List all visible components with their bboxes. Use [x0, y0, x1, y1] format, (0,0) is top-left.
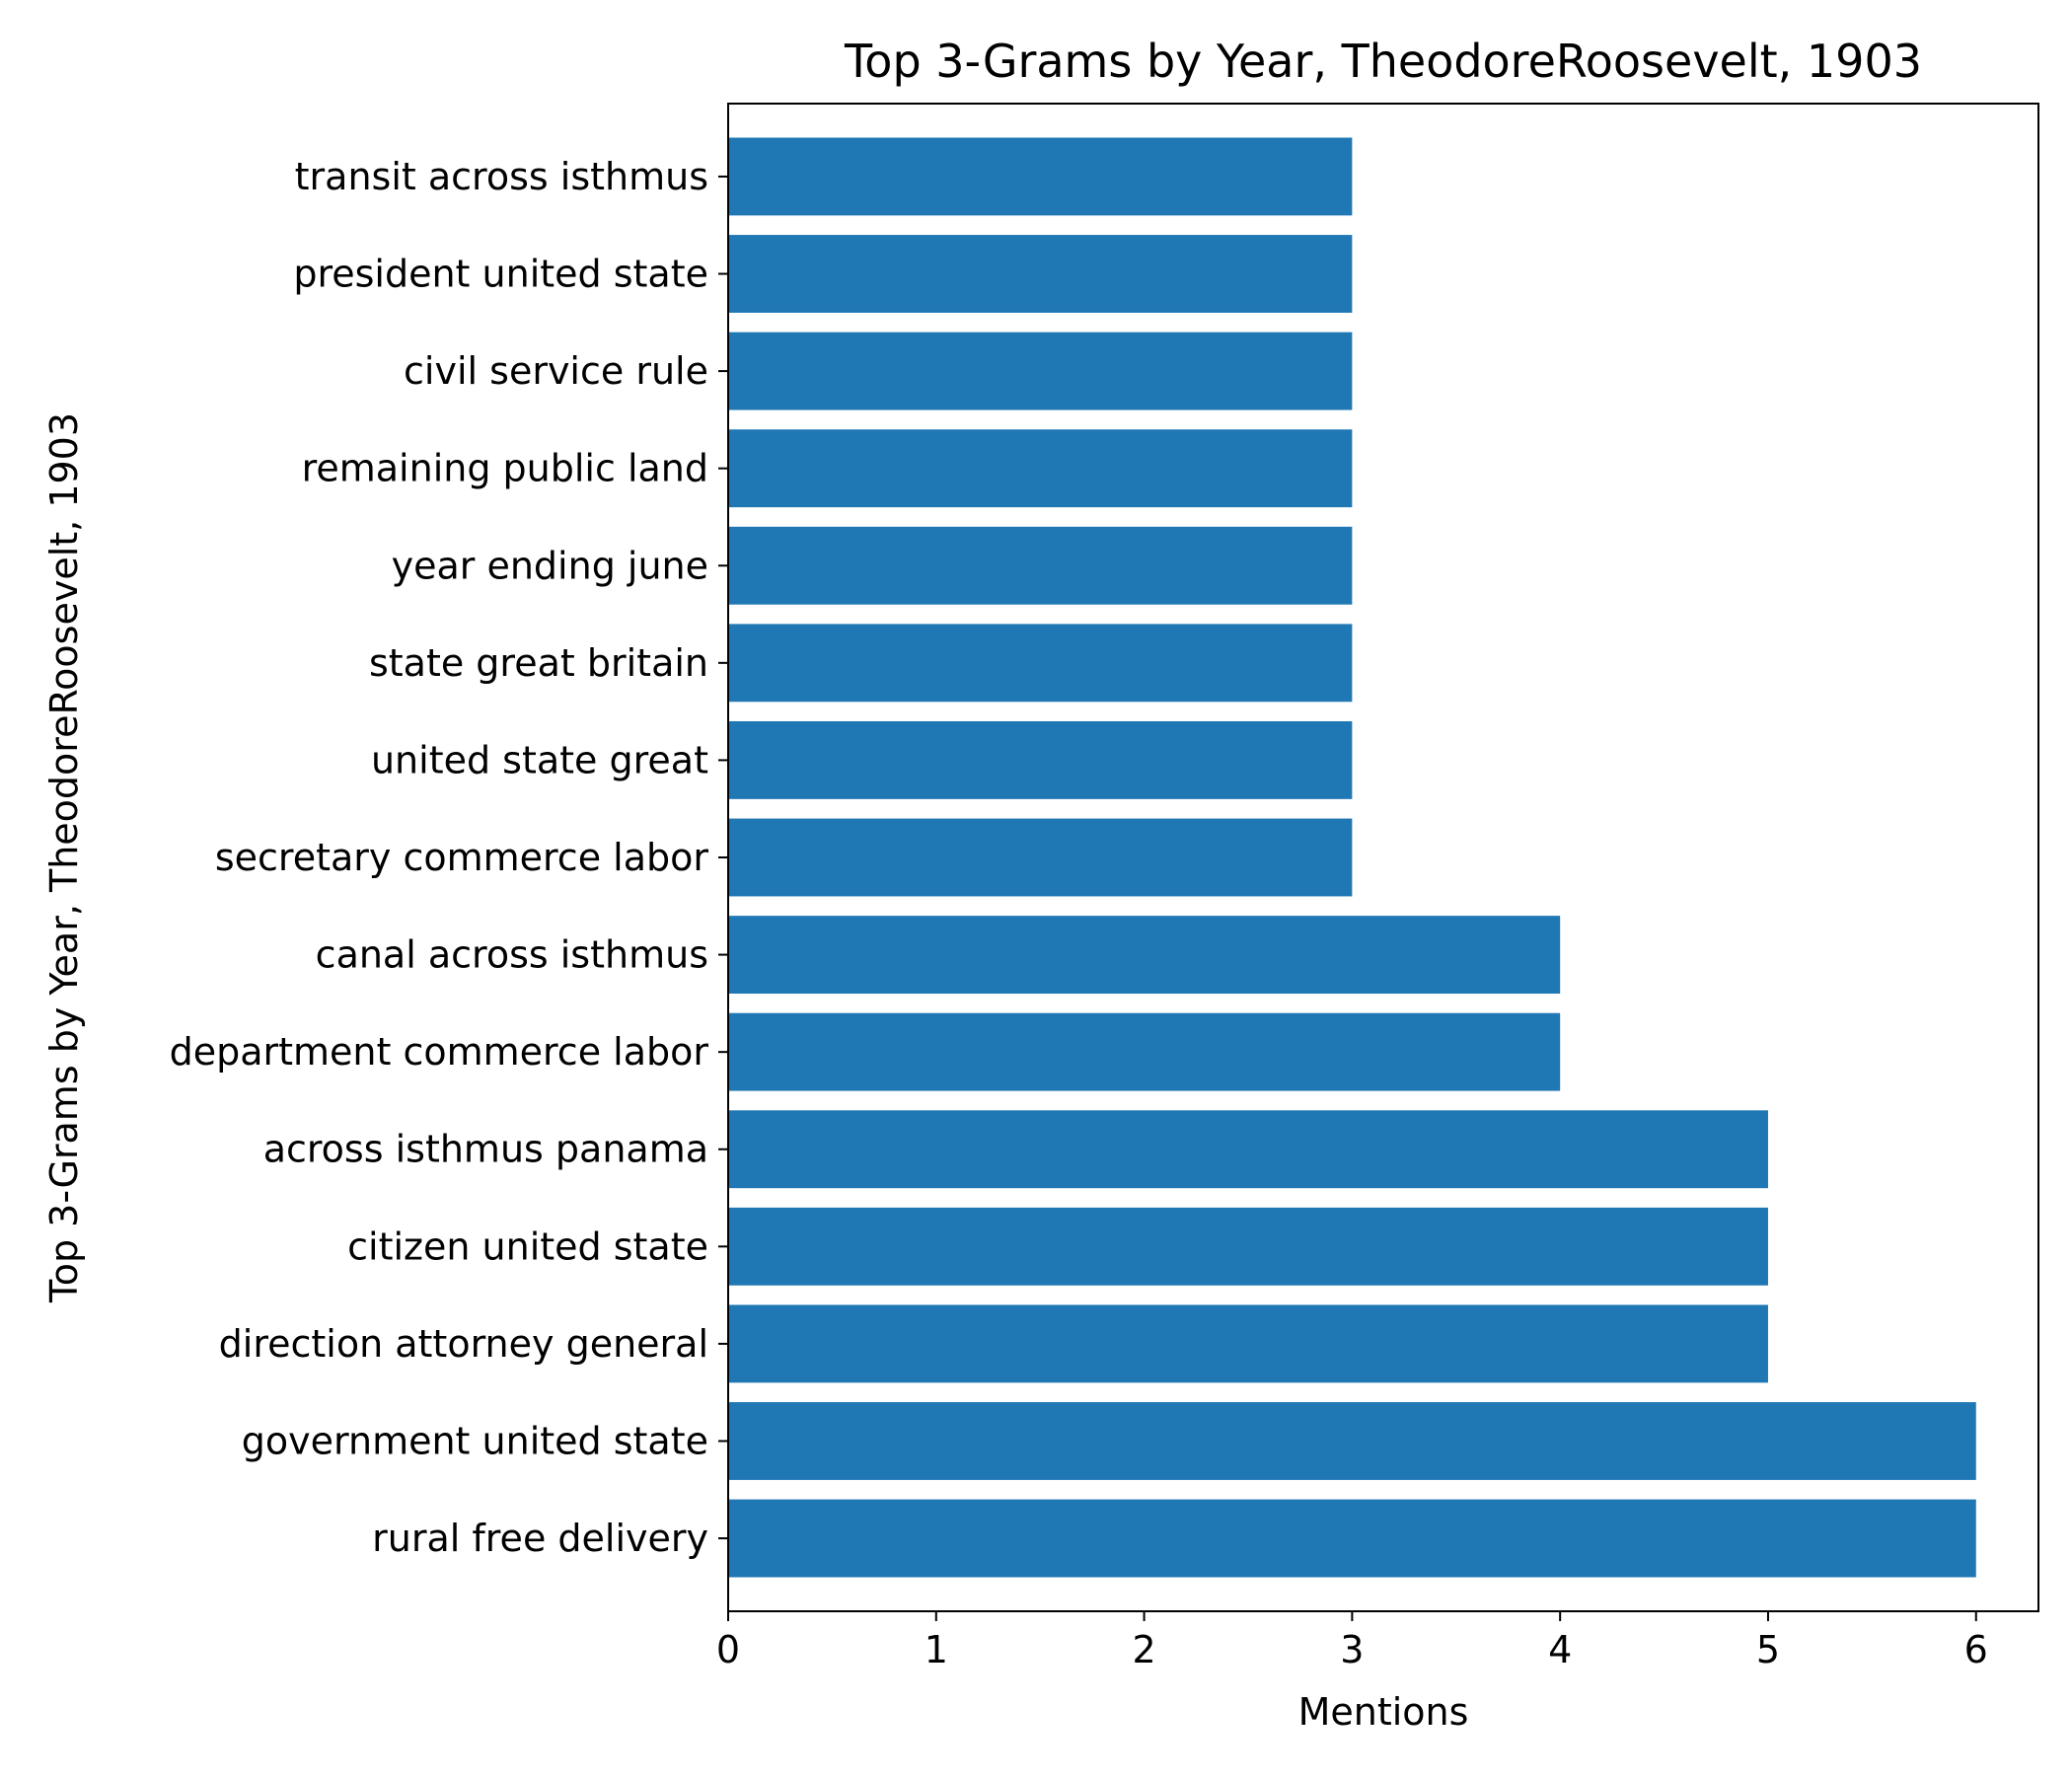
y-tick-label: direction attorney general — [219, 1322, 708, 1366]
bar — [728, 916, 1561, 995]
bar — [728, 818, 1353, 897]
bars-layer — [728, 137, 1976, 1578]
x-tick-label: 2 — [1132, 1628, 1155, 1671]
bar — [728, 235, 1353, 313]
x-tick-label: 3 — [1340, 1628, 1364, 1671]
y-tick-label: department commerce labor — [170, 1030, 709, 1074]
y-axis-label: Top 3-Grams by Year, TheodoreRoosevelt, … — [42, 412, 86, 1303]
x-tick-label: 1 — [925, 1628, 948, 1671]
y-tick-label: canal across isthmus — [316, 933, 708, 977]
bar — [728, 1402, 1976, 1480]
y-tick-label: rural free delivery — [372, 1517, 708, 1560]
x-tick-label: 6 — [1964, 1628, 1988, 1671]
bar — [728, 1110, 1768, 1189]
y-tick-label: remaining public land — [302, 447, 708, 490]
y-tick-label: across isthmus panama — [263, 1128, 708, 1171]
bar — [728, 429, 1353, 508]
y-tick-label: citizen united state — [347, 1224, 708, 1268]
bar — [728, 1304, 1768, 1383]
chart-title: Top 3-Grams by Year, TheodoreRoosevelt, … — [844, 35, 1922, 88]
y-tick-label: year ending june — [392, 544, 708, 587]
y-tick-label: president united state — [293, 253, 708, 296]
plot-area-frame — [727, 103, 2039, 1612]
bar — [728, 1012, 1561, 1091]
bar — [728, 1499, 1976, 1578]
x-tick-label: 4 — [1548, 1628, 1572, 1671]
bar — [728, 137, 1353, 216]
bar — [728, 720, 1353, 799]
y-tick-label: united state great — [371, 738, 708, 781]
x-tick-label: 0 — [716, 1628, 740, 1671]
bar — [728, 526, 1353, 605]
y-tick-label: government united state — [242, 1419, 708, 1462]
x-tick-label: 5 — [1756, 1628, 1780, 1671]
y-tick-label: civil service rule — [404, 349, 708, 393]
bar — [728, 624, 1353, 703]
y-tick-label: transit across isthmus — [295, 155, 708, 198]
y-axis-ticks: rural free delivery government united sta… — [170, 155, 728, 1560]
y-tick-label: secretary commerce labor — [215, 836, 709, 879]
y-tick-label: state great britain — [369, 641, 708, 685]
bar — [728, 332, 1353, 410]
bar — [728, 1207, 1768, 1286]
x-axis-label: Mentions — [1298, 1690, 1469, 1734]
x-axis-ticks: 0 1 2 3 4 5 6 — [716, 1611, 1988, 1671]
